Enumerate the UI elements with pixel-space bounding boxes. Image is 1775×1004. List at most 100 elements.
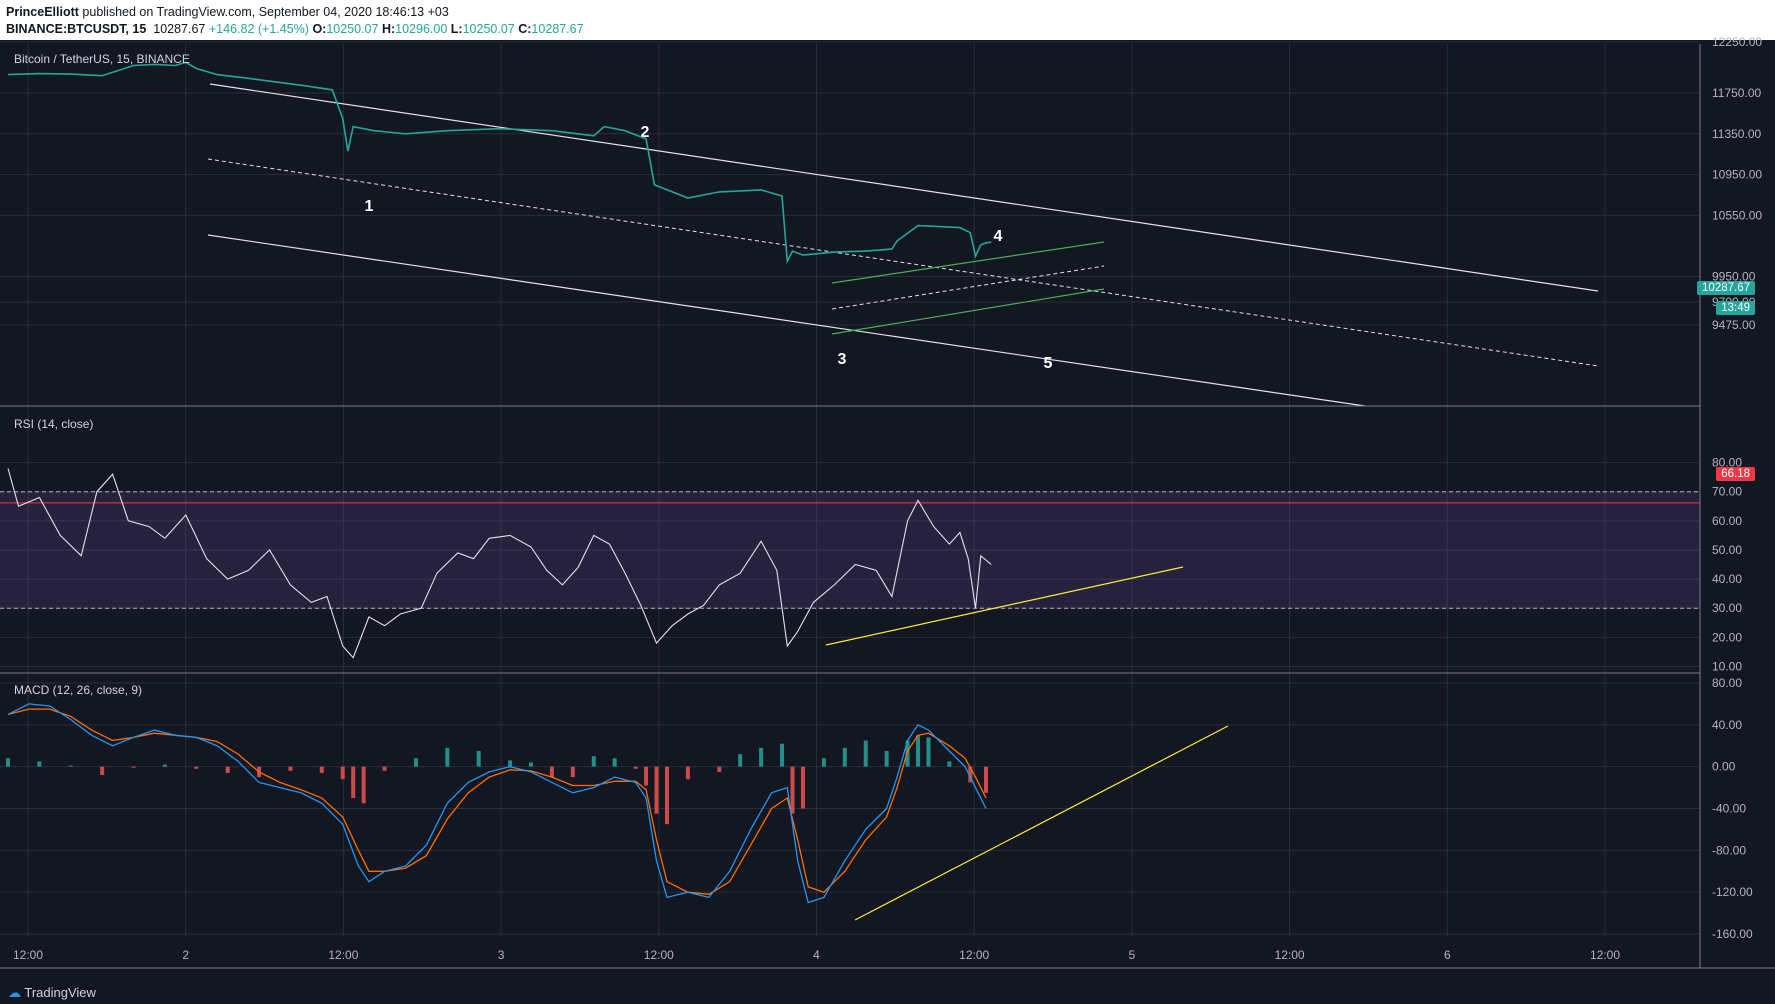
price-tick-label: 12250.00 xyxy=(1712,35,1762,49)
cloud-icon: ☁ xyxy=(8,985,21,1000)
time-tick-label: 4 xyxy=(813,948,820,962)
author-name[interactable]: PrinceElliott xyxy=(6,5,79,19)
macd-histogram-bar xyxy=(570,766,575,778)
price-series-line xyxy=(7,61,992,265)
macd-histogram-bar xyxy=(549,766,554,778)
price-tick-label: 30.00 xyxy=(1712,601,1742,615)
sub-channel-upper xyxy=(831,241,1105,284)
rsi-band xyxy=(0,491,1700,609)
symbol-label: BINANCE:BTCUSDT, 15 xyxy=(6,22,147,36)
price-tick-label: 80.00 xyxy=(1712,676,1742,690)
price-tick-label: 9475.00 xyxy=(1712,318,1756,332)
macd-histogram-bar xyxy=(162,764,167,767)
macd-histogram-bar xyxy=(863,740,868,767)
macd-histogram-bar xyxy=(664,766,669,825)
publication-header: PrinceElliott published on TradingView.c… xyxy=(0,0,1775,40)
countdown-tag: 13:49 xyxy=(1716,301,1755,315)
rsi-line xyxy=(7,468,992,659)
macd-histogram-bar xyxy=(612,758,617,767)
macd-histogram-bar xyxy=(968,766,973,783)
time-tick-label: 12:00 xyxy=(13,948,43,962)
price-tick-label: 20.00 xyxy=(1712,630,1742,644)
rsi-trendline xyxy=(825,566,1184,646)
macd-histogram-bar xyxy=(351,766,356,799)
macd-histogram-bar xyxy=(717,766,722,772)
macd-histogram-bar xyxy=(37,761,42,767)
published-text: published on TradingView.com, September … xyxy=(82,5,449,19)
macd-histogram-bar xyxy=(926,737,931,767)
macd-histogram-bar xyxy=(476,750,481,767)
price-tick-label: 11750.00 xyxy=(1712,86,1761,100)
macd-line xyxy=(7,703,987,904)
macd-histogram-bar xyxy=(591,756,596,767)
macd-histogram-bar xyxy=(6,758,10,767)
macd-histogram-bar xyxy=(884,750,889,767)
macd-histogram-bar xyxy=(790,766,795,814)
macd-histogram-bar xyxy=(633,766,638,769)
close-label: C: xyxy=(518,22,532,36)
author-line: PrinceElliott published on TradingView.c… xyxy=(6,5,449,19)
macd-histogram-bar xyxy=(644,766,649,786)
wave-label: 2 xyxy=(641,124,650,141)
time-tick-label: 2 xyxy=(182,948,189,962)
macd-histogram-bar xyxy=(842,747,847,767)
drawings: 1 2 3 4 5 xyxy=(0,61,1700,921)
brand-label: TradingView xyxy=(24,985,96,1000)
macd-histogram-bar xyxy=(984,766,989,793)
close-value: 10287.67 xyxy=(531,22,584,36)
macd-histogram-bar xyxy=(508,760,513,767)
price-tick-label: 11350.00 xyxy=(1712,127,1761,141)
channel-median-line xyxy=(207,158,1599,367)
macd-histogram-bar xyxy=(759,747,764,767)
macd-histogram-bar xyxy=(319,766,324,773)
price-tick-label: 50.00 xyxy=(1712,543,1742,557)
price-tick-label: -160.00 xyxy=(1712,927,1753,941)
rsi-pane-title: RSI (14, close) xyxy=(14,417,94,431)
price-pane-title: Bitcoin / TetherUS, 15, BINANCE xyxy=(14,52,190,66)
wave-label: 4 xyxy=(994,228,1003,245)
time-tick-label: 3 xyxy=(498,948,505,962)
tradingview-logo[interactable]: ☁ TradingView xyxy=(8,985,96,1001)
price-tick-label: 0.00 xyxy=(1712,760,1736,774)
time-tick-label: 12:00 xyxy=(1590,948,1620,962)
macd-signal-line xyxy=(7,708,987,895)
macd-histogram-bar xyxy=(654,766,659,814)
price-tick-label: -40.00 xyxy=(1712,802,1746,816)
macd-histogram-bar xyxy=(68,765,73,767)
macd-histogram-bar xyxy=(947,761,952,767)
low-label: L: xyxy=(450,22,463,36)
macd-histogram-bar xyxy=(382,766,387,771)
axes: 12:00 2 12:00 3 12:00 4 12:00 5 12:00 6 12:00 12250… xyxy=(0,35,1775,969)
price-tick-label: 10.00 xyxy=(1712,659,1742,673)
macd-histogram-bar xyxy=(780,743,785,767)
sub-channel-median xyxy=(831,265,1105,310)
price-tick-label: 10550.00 xyxy=(1712,208,1762,222)
high-label: H: xyxy=(381,22,396,36)
price-tick-label: -80.00 xyxy=(1712,843,1746,857)
time-tick-label: 5 xyxy=(1129,948,1136,962)
time-tick-label: 12:00 xyxy=(1275,948,1305,962)
macd-histogram-bar xyxy=(685,766,690,780)
time-tick-label: 12:00 xyxy=(959,948,989,962)
time-tick-label: 6 xyxy=(1444,948,1451,962)
low-value: 10250.07 xyxy=(462,22,515,36)
macd-trendline xyxy=(854,725,1229,921)
symbol-line: BINANCE:BTCUSDT, 15 10287.67 +146.82 (+1… xyxy=(6,22,584,36)
high-value: 10296.00 xyxy=(395,22,448,36)
macd-histogram-bar xyxy=(905,740,910,767)
macd-histogram-bar xyxy=(413,758,418,767)
macd-histogram-bar xyxy=(131,766,136,768)
open-value: 10250.07 xyxy=(326,22,379,36)
macd-histogram-bar xyxy=(529,762,533,767)
last-price: 10287.67 xyxy=(153,22,206,36)
macd-histogram-bar xyxy=(361,766,366,804)
channel-lower-line xyxy=(207,234,1366,407)
macd-histogram-bar xyxy=(800,766,805,809)
macd-histogram-bar xyxy=(225,766,230,773)
rsi-value-tag: 66.18 xyxy=(1716,467,1755,481)
price-tick-label: 80.00 xyxy=(1712,456,1742,470)
macd-histogram-bar xyxy=(340,766,345,780)
grid xyxy=(0,41,1700,936)
price-tick-label: 9950.00 xyxy=(1712,270,1756,284)
